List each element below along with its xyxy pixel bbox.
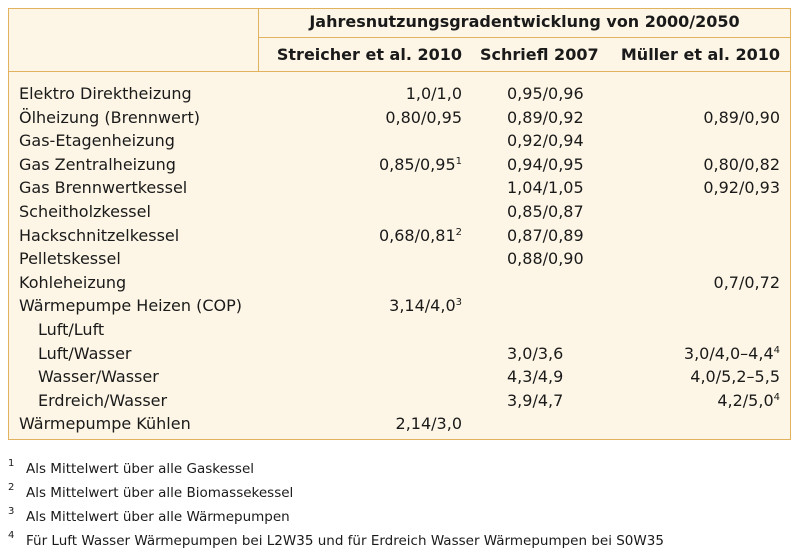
- row-label: Luft/Wasser: [38, 343, 132, 363]
- cell: 0,80/0,82: [703, 154, 780, 174]
- cell: 4,0/5,2–5,5: [690, 367, 780, 387]
- cell: 0,89/0,90: [703, 107, 780, 127]
- cell-value: 3,14/4,0: [389, 296, 456, 316]
- row-label: Kohleheizung: [19, 272, 127, 292]
- cell: 3,14/4,03: [389, 296, 462, 316]
- footnote-marker: 2: [8, 482, 15, 493]
- cell: 3,0/3,6: [507, 343, 564, 363]
- row-label: Wärmepumpe Heizen (COP): [19, 296, 242, 316]
- footnote-ref: 4: [773, 344, 780, 356]
- cell: 3,0/4,0–4,44: [684, 344, 780, 364]
- footnote-text: Als Mittelwert über alle Wärmepumpen: [26, 509, 290, 525]
- footnote-marker: 1: [8, 458, 15, 469]
- cell: 0,88/0,90: [507, 249, 584, 269]
- cell-value: 0,85/0,95: [378, 154, 456, 174]
- cell: 0,85/0,951: [379, 155, 462, 175]
- row-label: Elektro Direktheizung: [19, 84, 192, 103]
- row-label: Gas-Etagenheizung: [19, 131, 175, 151]
- column-header: Müller et al. 2010: [620, 45, 780, 64]
- cell: 0,85/0,87: [507, 202, 584, 221]
- cell: 1,04/1,05: [507, 178, 584, 198]
- row-label: Gas Brennwertkessel: [19, 178, 188, 198]
- rule: [258, 37, 791, 38]
- row-label: Ölheizung (Brennwert): [19, 107, 200, 127]
- cell: 4,3/4,9: [507, 367, 564, 387]
- cell: 0,80/0,95: [385, 107, 462, 127]
- cell: 3,9/4,7: [507, 390, 564, 410]
- cell: 0,87/0,89: [507, 225, 584, 245]
- row-label: Pelletskessel: [19, 249, 121, 269]
- footnote-text: Für Luft Wasser Wärmepumpen bei L2W35 un…: [26, 533, 664, 549]
- footnote-marker: 4: [8, 530, 15, 541]
- row-label: Wärmepumpe Kühlen: [19, 414, 191, 434]
- row-label: Wasser/Wasser: [38, 367, 159, 387]
- rule: [8, 71, 791, 72]
- cell: 0,89/0,92: [507, 107, 584, 127]
- cell: 1,0/1,0: [405, 84, 462, 103]
- cell: 0,92/0,94: [507, 131, 584, 151]
- row-label: Hackschnitzelkessel: [19, 225, 180, 245]
- footnote-marker: 3: [8, 506, 15, 517]
- row-label: Scheitholzkessel: [19, 202, 151, 221]
- table-box: [8, 8, 791, 440]
- cell: 0,68/0,812: [379, 226, 462, 246]
- footnote-text: Als Mittelwert über alle Gaskessel: [26, 461, 255, 477]
- cell-value: 4,2/5,0: [717, 390, 774, 410]
- footnote-text: Als Mittelwert über alle Biomassekessel: [26, 485, 294, 501]
- cell: 0,94/0,95: [507, 154, 584, 174]
- column-header: Schriefl 2007: [480, 45, 599, 64]
- footnote-ref: 2: [455, 226, 462, 238]
- cell: 2,14/3,0: [395, 414, 462, 434]
- row-label: Erdreich/Wasser: [38, 390, 168, 410]
- footnote-ref: 3: [455, 297, 462, 309]
- column-header: Streicher et al. 2010: [276, 45, 462, 64]
- footnote-ref: 1: [455, 155, 462, 167]
- cell: 4,2/5,04: [717, 391, 780, 411]
- cell: 0,92/0,93: [703, 178, 780, 198]
- cell-value: 3,0/4,0–4,4: [683, 343, 774, 363]
- cell-value: 0,68/0,81: [378, 225, 456, 245]
- row-label: Luft/Luft: [38, 320, 105, 339]
- cell: 0,7/0,72: [713, 272, 780, 292]
- row-label: Gas Zentralheizung: [19, 154, 176, 174]
- table-title: Jahresnutzungsgradentwicklung von 2000/2…: [309, 12, 740, 31]
- rule: [258, 8, 259, 72]
- footnote-ref: 4: [773, 391, 780, 403]
- cell: 0,95/0,96: [507, 84, 584, 103]
